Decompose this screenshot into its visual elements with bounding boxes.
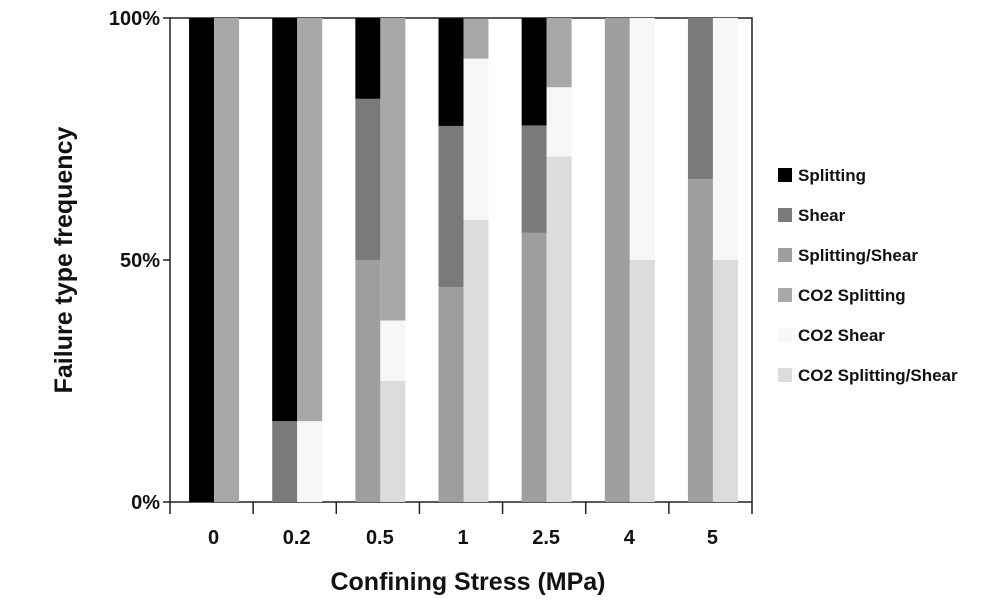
- y-axis-title: Failure type frequency: [50, 127, 78, 394]
- y-tick-label: 100%: [109, 8, 160, 30]
- bar-co2-splitting-0: [214, 18, 240, 502]
- bar-splitting-shear-4: [604, 18, 630, 502]
- x-tick-label: 4: [624, 527, 636, 549]
- bar-co2-splitting-2_5: [546, 18, 572, 88]
- bar-splitting-1: [438, 18, 464, 126]
- bar-co2-shear-1: [463, 58, 489, 220]
- bar-splitting-shear-2_5: [521, 232, 547, 502]
- y-tick-label: 0%: [131, 492, 160, 514]
- bar-splitting-2_5: [521, 18, 547, 126]
- legend-label: Splitting: [798, 166, 866, 185]
- bar-co2-splitting-shear-5: [712, 260, 738, 502]
- bar-co2-shear-0_5: [380, 320, 406, 381]
- bar-co2-splitting-1: [463, 18, 489, 59]
- legend-swatch: [778, 288, 792, 302]
- bar-co2-splitting-shear-1: [463, 219, 489, 502]
- legend-label: Shear: [798, 206, 846, 225]
- x-ticks-layer: 0 0.2 0.5 1 2.5 4 5: [169, 502, 753, 549]
- bars-layer: [189, 18, 738, 502]
- bar-shear-1: [438, 125, 464, 288]
- legend-label: CO2 Splitting/Shear: [798, 366, 958, 385]
- bar-shear-0_2: [272, 421, 298, 502]
- bar-co2-splitting-0_5: [380, 18, 406, 321]
- x-axis-title: Confining Stress (MPa): [330, 568, 605, 596]
- bar-splitting-shear-5: [687, 179, 713, 502]
- x-tick-label: 5: [707, 527, 718, 549]
- bar-splitting-0_5: [355, 18, 381, 99]
- bar-co2-splitting-shear-2_5: [546, 156, 572, 502]
- bar-shear-0_5: [355, 98, 381, 260]
- x-tick-label: 0: [208, 527, 219, 549]
- legend-label: CO2 Splitting: [798, 286, 906, 305]
- x-tick-label: 0.2: [283, 527, 311, 549]
- legend: Splitting Shear Splitting/Shear CO2 Splitti…: [778, 166, 958, 385]
- bar-splitting-0_2: [272, 18, 298, 422]
- x-tick-label: 1: [457, 527, 468, 549]
- bar-co2-shear-5: [712, 18, 738, 260]
- legend-swatch: [778, 248, 792, 262]
- bar-co2-shear-2_5: [546, 87, 572, 157]
- bar-co2-splitting-shear-0_5: [380, 381, 406, 502]
- x-tick-label: 2.5: [532, 527, 560, 549]
- legend-label: CO2 Shear: [798, 326, 885, 345]
- legend-swatch: [778, 368, 792, 382]
- bar-co2-shear-4: [629, 18, 655, 260]
- bar-co2-splitting-shear-4: [629, 260, 655, 502]
- bar-shear-5: [687, 18, 713, 180]
- legend-swatch: [778, 168, 792, 182]
- bar-splitting-shear-1: [438, 287, 464, 502]
- legend-swatch: [778, 328, 792, 342]
- y-ticks-layer: 0% 50% 100%: [109, 8, 170, 514]
- bar-splitting-shear-0_5: [355, 260, 381, 502]
- y-tick-label: 50%: [120, 250, 160, 272]
- bar-splitting-0: [189, 18, 215, 502]
- bar-co2-splitting-0_2: [297, 18, 323, 422]
- x-tick-label: 0.5: [366, 527, 394, 549]
- legend-swatch: [778, 208, 792, 222]
- bar-shear-2_5: [521, 125, 547, 233]
- legend-label: Splitting/Shear: [798, 246, 918, 265]
- bar-co2-shear-0_2: [297, 421, 323, 502]
